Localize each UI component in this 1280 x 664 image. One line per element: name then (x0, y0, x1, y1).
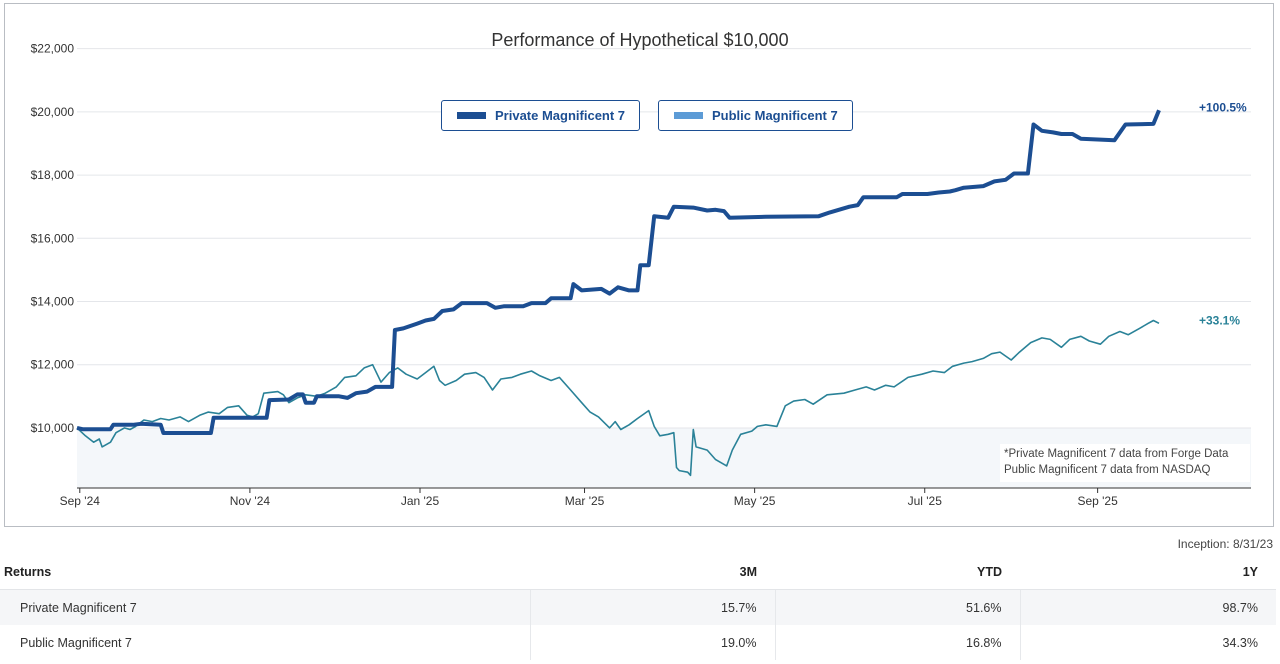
end-label-private: +100.5% (1199, 100, 1247, 114)
returns-table: Returns 3M YTD 1Y Private Magnificent 7 … (0, 555, 1276, 660)
legend-public-label: Public Magnificent 7 (712, 108, 838, 123)
y-tick-label: $16,000 (31, 231, 75, 245)
x-tick-label: Jul '25 (908, 494, 943, 508)
note-line-private: *Private Magnificent 7 data from Forge D… (1004, 448, 1229, 460)
chart-title: Performance of Hypothetical $10,000 (491, 30, 788, 50)
series-line-public (76, 319, 1160, 477)
y-tick-label: $12,000 (31, 358, 75, 372)
y-tick-label: $20,000 (31, 105, 75, 119)
row-public-1y: 34.3% (1222, 635, 1258, 650)
x-tick-label: Sep '24 (60, 494, 101, 508)
x-tick-label: May '25 (734, 494, 776, 508)
returns-header-1y: 1Y (1020, 555, 1276, 590)
row-private-1y: 98.7% (1020, 589, 1276, 625)
series-line-private (76, 109, 1161, 435)
returns-header-ytd: YTD (775, 555, 1020, 590)
x-tick-label: Mar '25 (565, 494, 605, 508)
inception-date: Inception: 8/31/23 (1177, 537, 1273, 551)
end-label-public: +33.1% (1199, 313, 1240, 327)
y-tick-label: $10,000 (31, 421, 75, 435)
row-public-3m: 19.0% (530, 625, 776, 660)
row-private-ytd: 51.6% (775, 589, 1021, 625)
returns-header-3m: 3M (530, 555, 775, 590)
legend-public-button[interactable]: Public Magnificent 7 (658, 100, 853, 131)
legend-private-button[interactable]: Private Magnificent 7 (441, 100, 641, 131)
returns-header-row: Returns 3M YTD 1Y (0, 555, 1276, 590)
row-public-label: Public Magnificent 7 (0, 625, 531, 660)
x-tick-label: Jan '25 (401, 494, 440, 508)
data-source-note: *Private Magnificent 7 data from Forge D… (1000, 444, 1250, 482)
x-tick-label: Sep '25 (1077, 494, 1118, 508)
row-private-3m: 15.7% (530, 589, 776, 625)
legend-private-swatch (457, 112, 486, 119)
y-tick-label: $18,000 (31, 168, 75, 182)
legend-private-label: Private Magnificent 7 (495, 108, 626, 123)
legend-public-swatch (674, 112, 703, 119)
y-tick-label: $14,000 (31, 295, 75, 309)
y-tick-label: $22,000 (31, 42, 75, 56)
chart-panel: $10,000 $12,000 $14,000 $16,000 $18,000 $20,0… (4, 3, 1274, 527)
row-public-ytd: 16.8% (775, 625, 1021, 660)
row-private-label: Private Magnificent 7 (0, 589, 531, 625)
x-tick-label: Nov '24 (230, 494, 271, 508)
table-row: Public Magnificent 7 19.0% 16.8% 34.3% (0, 625, 1276, 660)
returns-header-label: Returns (0, 555, 530, 590)
note-line-public: Public Magnificent 7 data from NASDAQ (1004, 464, 1211, 476)
table-row: Private Magnificent 7 15.7% 51.6% 98.7% (0, 589, 1276, 625)
